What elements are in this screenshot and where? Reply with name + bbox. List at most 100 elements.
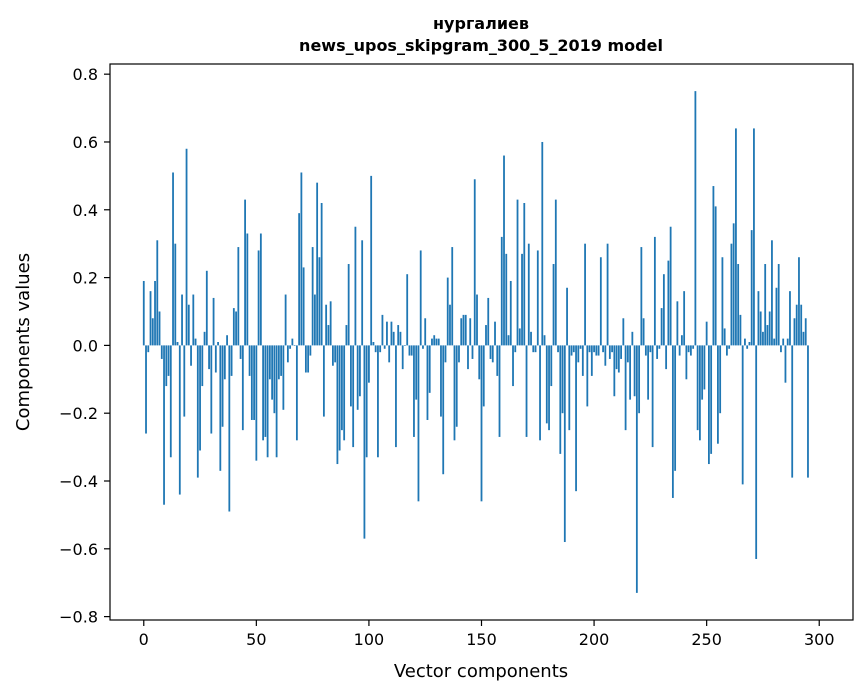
y-tick-label: −0.6 xyxy=(59,540,98,559)
bar xyxy=(771,240,773,346)
bar xyxy=(599,257,602,346)
bar xyxy=(374,345,377,353)
bar xyxy=(302,267,305,346)
bar xyxy=(622,318,625,346)
bar xyxy=(273,345,276,414)
bar xyxy=(615,345,618,370)
bar xyxy=(656,345,659,359)
bar xyxy=(154,280,156,346)
bar xyxy=(404,345,406,346)
bar xyxy=(311,247,314,346)
bar xyxy=(777,264,780,346)
bar xyxy=(728,345,731,349)
bar xyxy=(708,345,710,465)
bar xyxy=(280,345,283,376)
bar xyxy=(696,345,699,431)
bar xyxy=(169,345,172,458)
bar xyxy=(557,345,559,353)
bar xyxy=(435,338,438,346)
bar xyxy=(172,172,174,346)
bar xyxy=(518,328,521,346)
bar xyxy=(780,345,782,353)
bar xyxy=(753,128,755,346)
bar xyxy=(525,345,528,437)
bar xyxy=(496,345,499,376)
bar xyxy=(262,345,264,441)
bar xyxy=(268,345,271,380)
chart-title: нургалиев xyxy=(433,14,529,33)
bar xyxy=(581,345,584,376)
bar xyxy=(606,243,609,346)
bar xyxy=(176,342,179,346)
bar xyxy=(359,345,361,397)
bar xyxy=(401,345,404,370)
x-tick-label: 150 xyxy=(466,630,497,649)
bar xyxy=(325,304,328,346)
bar xyxy=(782,338,785,346)
bar xyxy=(575,345,577,492)
bar xyxy=(145,345,147,434)
bar xyxy=(764,264,767,346)
bar xyxy=(471,345,474,359)
bar xyxy=(156,240,159,346)
bar xyxy=(221,345,224,427)
bar xyxy=(228,345,231,512)
bar xyxy=(789,291,791,346)
bar xyxy=(559,345,562,454)
bar xyxy=(286,345,289,363)
bar xyxy=(662,274,665,346)
bar xyxy=(687,345,690,353)
bar xyxy=(532,345,535,353)
bar xyxy=(428,345,431,393)
bar xyxy=(660,308,663,346)
bar xyxy=(759,311,762,346)
bar xyxy=(241,345,244,431)
bar xyxy=(275,345,278,458)
plot-frame xyxy=(109,63,854,621)
bar xyxy=(552,264,555,346)
bar xyxy=(190,345,192,366)
bar xyxy=(399,331,402,346)
bar xyxy=(732,223,735,346)
bar xyxy=(444,345,447,363)
y-tick-label: −0.4 xyxy=(59,472,98,491)
bar xyxy=(604,345,607,366)
bar xyxy=(487,297,490,346)
bar xyxy=(455,345,458,427)
bar xyxy=(329,301,332,346)
bar xyxy=(237,247,240,346)
bar xyxy=(304,345,307,373)
bar xyxy=(793,318,796,346)
bar xyxy=(343,345,346,441)
bar xyxy=(217,342,219,346)
bar xyxy=(489,345,492,359)
bar xyxy=(658,345,661,349)
bar xyxy=(491,345,494,363)
x-axis-ticks: 0 50 100 150 200 250 300 xyxy=(139,620,835,649)
bar xyxy=(773,338,776,346)
bar xyxy=(165,345,168,387)
bar xyxy=(534,345,537,353)
bar xyxy=(392,331,395,346)
bar xyxy=(183,345,186,417)
bar xyxy=(408,345,411,356)
bar xyxy=(419,250,422,346)
bar xyxy=(714,206,717,346)
bar xyxy=(167,345,170,376)
bar xyxy=(255,345,258,461)
bar xyxy=(543,335,546,346)
bar xyxy=(735,128,737,346)
bar xyxy=(289,345,292,349)
bar xyxy=(541,141,544,346)
bar xyxy=(458,345,460,363)
bar xyxy=(593,345,595,353)
bar xyxy=(264,345,267,437)
bar xyxy=(744,338,746,346)
bar xyxy=(595,345,598,356)
bar xyxy=(223,345,226,380)
bar xyxy=(250,345,253,420)
bar xyxy=(196,345,199,478)
bar xyxy=(550,345,553,387)
bar xyxy=(629,345,631,400)
